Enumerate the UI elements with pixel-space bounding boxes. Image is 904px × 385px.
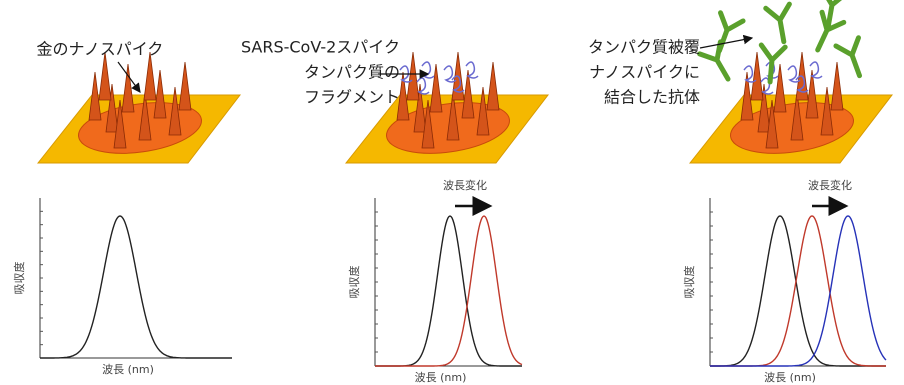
- panel-label: ナノスパイクに: [589, 63, 700, 82]
- x-axis-label: 波長 (nm): [764, 371, 816, 384]
- absorbance-curve: [710, 216, 886, 366]
- panel-label: フラグメント: [304, 88, 400, 107]
- nanospike: [154, 70, 166, 118]
- x-axis-label: 波長 (nm): [415, 371, 467, 384]
- nanospike: [751, 52, 763, 100]
- protein-fragment: [422, 62, 434, 78]
- nanospike: [487, 62, 499, 110]
- panel-label: SARS-CoV-2スパイク: [241, 38, 400, 57]
- antibody: [708, 13, 743, 55]
- nanospike: [430, 64, 442, 112]
- nanospike: [179, 62, 191, 110]
- antibody: [836, 38, 871, 80]
- nanospike: [774, 64, 786, 112]
- absorbance-curve: [375, 216, 522, 366]
- shift-label: 波長変化: [808, 178, 852, 192]
- figure: 金のナノスパイク吸収度波長 (nm) SARS-CoV-2スパイクタンパク質のフラ…: [0, 0, 904, 385]
- x-axis-label: 波長 (nm): [102, 363, 154, 376]
- y-axis-label: 吸収度: [347, 266, 361, 299]
- nanospike: [831, 62, 843, 110]
- panel-label: タンパク質被覆: [588, 38, 700, 57]
- shift-label: 波長変化: [443, 178, 487, 192]
- y-axis-label: 吸収度: [682, 266, 696, 299]
- absorbance-curve: [375, 216, 522, 366]
- panel-label: 結合した抗体: [604, 88, 700, 107]
- absorbance-curve: [40, 216, 232, 358]
- antibody: [766, 4, 796, 44]
- nanospike: [99, 52, 111, 100]
- panel-label: タンパク質の: [304, 63, 400, 82]
- nanospike: [122, 64, 134, 112]
- nanospike: [407, 52, 419, 100]
- y-axis-label: 吸収度: [12, 262, 26, 295]
- protein-fragment: [417, 78, 429, 94]
- nanospike: [144, 52, 156, 100]
- panel-label: 金のナノスパイク: [37, 40, 164, 59]
